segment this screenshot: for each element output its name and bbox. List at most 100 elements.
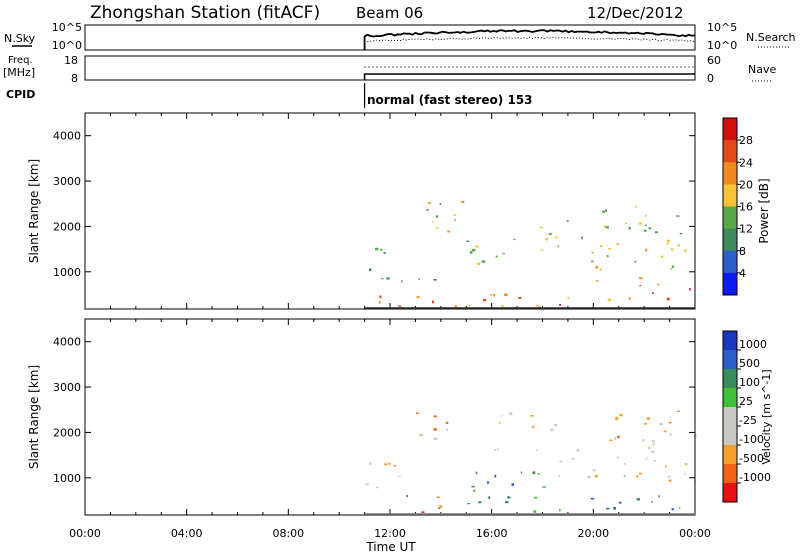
velocity-cell <box>594 474 598 478</box>
power-cell <box>504 293 508 297</box>
power-cell <box>689 288 691 291</box>
power-cell <box>639 277 643 280</box>
velocity-cell <box>677 410 680 412</box>
noise-search-line <box>364 36 695 43</box>
velocity-cell <box>511 483 514 486</box>
colorbar-tick-label: 500 <box>739 357 760 370</box>
velocity-cell <box>639 472 642 475</box>
power-cell <box>447 230 450 233</box>
velocity-cell <box>606 507 610 510</box>
power-cell <box>513 238 516 241</box>
velocity-cell <box>576 448 580 452</box>
power-cbar-label: Power [dB] <box>757 178 771 243</box>
velocity-cell <box>507 495 510 499</box>
power-cell <box>401 280 403 283</box>
power-cell <box>607 298 611 301</box>
power-cell <box>502 252 505 255</box>
velocity-heatmap: 1000 2000 3000 4000 <box>53 318 697 516</box>
x-tick-label: 04:00 <box>171 527 203 540</box>
velocity-cell <box>651 501 653 503</box>
power-cell <box>433 279 437 281</box>
velocity-cell <box>590 497 595 500</box>
y-tick-label: 1000 <box>53 472 81 485</box>
velocity-cell <box>645 458 647 461</box>
power-cell <box>471 248 476 252</box>
velocity-cell <box>388 462 391 465</box>
noise-tick-bottom-left: 10^0 <box>52 39 82 52</box>
power-cell <box>548 233 552 235</box>
velocity-cell <box>669 421 672 424</box>
velocity-cell <box>467 503 470 505</box>
velocity-cell <box>436 496 440 498</box>
colorbar-swatch <box>723 426 737 446</box>
velocity-cell <box>623 475 627 478</box>
cpid-text: normal (fast stereo) 153 <box>367 93 533 107</box>
power-cell <box>559 304 561 306</box>
power-cell <box>518 296 522 299</box>
velocity-cell <box>571 457 575 460</box>
velocity-cell <box>636 474 639 478</box>
velocity-cell <box>406 495 408 498</box>
velocity-cell <box>487 481 490 484</box>
velocity-cell <box>559 460 563 463</box>
power-cell <box>567 297 570 299</box>
velocity-cell <box>667 475 671 478</box>
power-cell <box>435 215 439 218</box>
power-cell <box>595 280 599 282</box>
power-cell <box>383 252 386 254</box>
power-cell <box>677 244 680 247</box>
power-cell <box>628 226 631 230</box>
y-tick-label: 4000 <box>53 336 81 349</box>
y-tick-label: 1000 <box>53 266 81 279</box>
power-cell <box>461 201 465 203</box>
power-cell <box>591 252 594 254</box>
freq-tick-bottom: 8 <box>71 72 78 85</box>
power-cell <box>648 227 652 230</box>
velocity-cell <box>433 437 438 440</box>
velocity-cell <box>494 474 497 478</box>
power-cell <box>606 255 609 258</box>
freq-tick-top: 18 <box>64 54 78 67</box>
power-cell <box>475 245 479 248</box>
power-cell <box>671 265 674 269</box>
colorbar-frame <box>722 330 738 503</box>
noise-tick-top-left: 10^5 <box>52 21 82 34</box>
power-cell <box>625 222 627 225</box>
velocity-cell <box>393 465 396 467</box>
power-cell <box>643 229 647 232</box>
power-cell <box>595 266 599 269</box>
power-cell <box>481 260 486 263</box>
power-cell <box>666 243 670 245</box>
power-cell <box>453 214 456 216</box>
date-label: 12/Dec/2012 <box>587 4 683 22</box>
colorbar-tick-label: 28 <box>739 134 753 147</box>
velocity-cell <box>613 506 616 510</box>
power-cell <box>454 305 457 308</box>
station-title: Zhongshan Station (fitACF) <box>90 3 320 23</box>
noise-strip <box>84 24 696 51</box>
colorbar-swatch <box>723 140 737 163</box>
colorbar-swatch <box>723 369 737 389</box>
nsearch-label: N.Search <box>746 31 796 44</box>
velocity-cell <box>498 422 501 424</box>
power-cell <box>490 293 493 296</box>
velocity-cell <box>533 496 538 499</box>
velocity-cell <box>488 496 491 499</box>
x-tick-label: 16:00 <box>476 527 508 540</box>
velocity-cell <box>433 428 437 431</box>
power-cell <box>432 300 434 304</box>
power-cell <box>540 249 543 251</box>
velocity-cell <box>643 423 647 425</box>
velocity-cell <box>509 412 513 416</box>
power-cell <box>657 283 660 286</box>
power-cell <box>482 299 487 302</box>
colorbar-swatch <box>723 118 737 141</box>
velocity-cell <box>636 498 640 501</box>
power-cell <box>545 237 548 241</box>
colorbar-tick-label: 12 <box>739 223 753 236</box>
y-tick-label: 2000 <box>53 426 81 439</box>
velocity-cell <box>663 430 667 433</box>
power-cell <box>469 251 473 254</box>
power-cell <box>600 244 603 247</box>
